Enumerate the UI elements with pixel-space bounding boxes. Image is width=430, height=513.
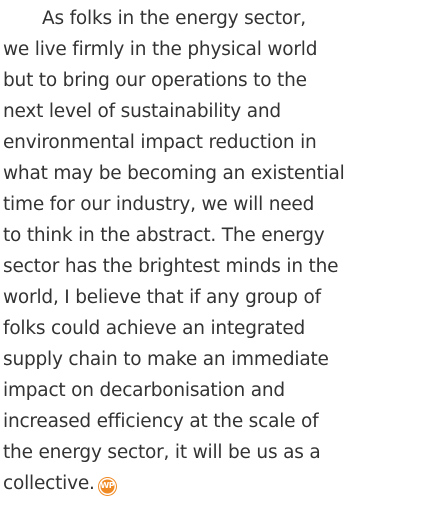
text-line: increased efficiency at the scale of <box>3 406 430 437</box>
line-text: to think in the abstract. The energy <box>3 225 325 246</box>
text-line: world, I believe that if any group of <box>3 282 430 313</box>
line-text: supply chain to make an immediate <box>3 349 329 370</box>
text-line: collective. WP <box>3 468 430 499</box>
line-text: environmental impact reduction in <box>3 132 317 153</box>
text-line: to think in the abstract. The energy <box>3 220 430 251</box>
text-line: what may be becoming an existential <box>3 158 430 189</box>
line-text: impact on decarbonisation and <box>3 380 285 401</box>
text-line: time for our industry, we will need <box>3 189 430 220</box>
end-mark-icon: WP <box>98 477 116 495</box>
line-text: sector has the brightest minds in the <box>3 256 339 277</box>
line-text: increased efficiency at the scale of <box>3 411 319 432</box>
line-text: the energy sector, it will be us as a <box>3 442 321 463</box>
paragraph: As folks in the energy sector, we live fi… <box>3 3 430 499</box>
line-text: next level of sustainability and <box>3 101 281 122</box>
line-text: we live firmly in the physical world <box>3 39 318 60</box>
text-line: environmental impact reduction in <box>3 127 430 158</box>
text-line: As folks in the energy sector, <box>3 3 430 34</box>
line-text: but to bring our operations to the <box>3 70 307 91</box>
text-line: impact on decarbonisation and <box>3 375 430 406</box>
text-line: next level of sustainability and <box>3 96 430 127</box>
line-text: time for our industry, we will need <box>3 194 315 215</box>
text-line: we live firmly in the physical world <box>3 34 430 65</box>
line-text: As folks in the energy sector, <box>42 8 306 29</box>
line-text: world, I believe that if any group of <box>3 287 321 308</box>
text-line: folks could achieve an integrated <box>3 313 430 344</box>
line-text: what may be becoming an existential <box>3 163 345 184</box>
line-text: folks could achieve an integrated <box>3 318 306 339</box>
text-line: supply chain to make an immediate <box>3 344 430 375</box>
line-text: collective. <box>3 473 95 494</box>
text-line: the energy sector, it will be us as a <box>3 437 430 468</box>
text-line: but to bring our operations to the <box>3 65 430 96</box>
text-line: sector has the brightest minds in the <box>3 251 430 282</box>
